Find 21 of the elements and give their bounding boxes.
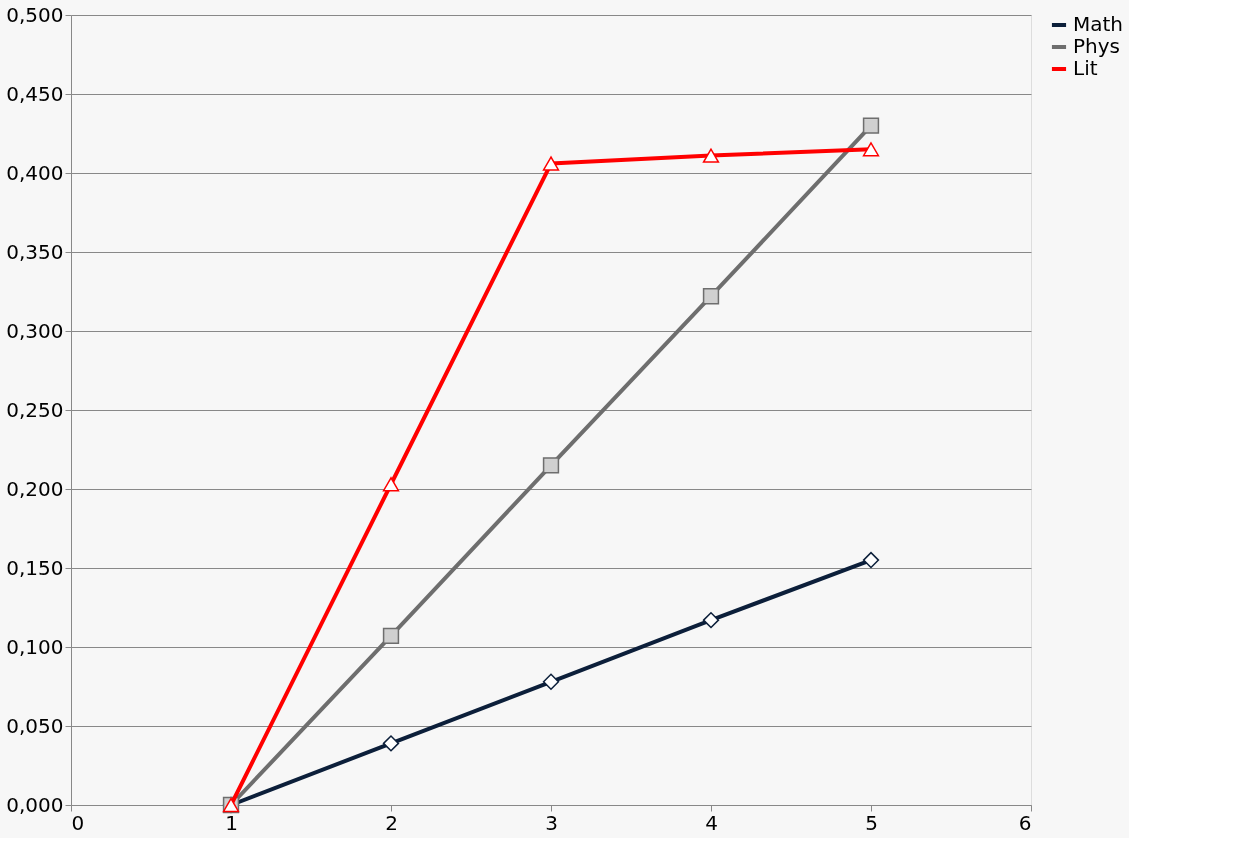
y-tick-label: 0,100 (6, 634, 64, 659)
x-tick-label: 5 (865, 810, 878, 835)
x-tick-label: 1 (225, 810, 238, 835)
x-tick-label: 0 (71, 810, 85, 835)
x-tick-label: 4 (705, 810, 718, 835)
x-tick-label: 2 (385, 810, 398, 835)
x-tick-label: 3 (545, 810, 558, 835)
y-tick-label: 0,500 (6, 2, 64, 27)
legend-label: Math (1073, 12, 1124, 36)
y-tick-label: 0,300 (6, 318, 64, 343)
y-tick-label: 0,150 (6, 555, 64, 580)
y-tick-label: 0,050 (6, 713, 64, 738)
x-tick-label: 6 (1018, 810, 1032, 835)
legend-label: Lit (1073, 56, 1098, 80)
y-tick-label: 0,250 (6, 397, 64, 422)
y-tick-label: 0,350 (6, 239, 64, 264)
y-tick-label: 0,000 (6, 792, 64, 817)
legend-label: Phys (1073, 34, 1120, 58)
y-tick-label: 0,450 (6, 81, 64, 106)
y-tick-label: 0,400 (6, 160, 64, 185)
y-tick-label: 0,200 (6, 476, 64, 501)
